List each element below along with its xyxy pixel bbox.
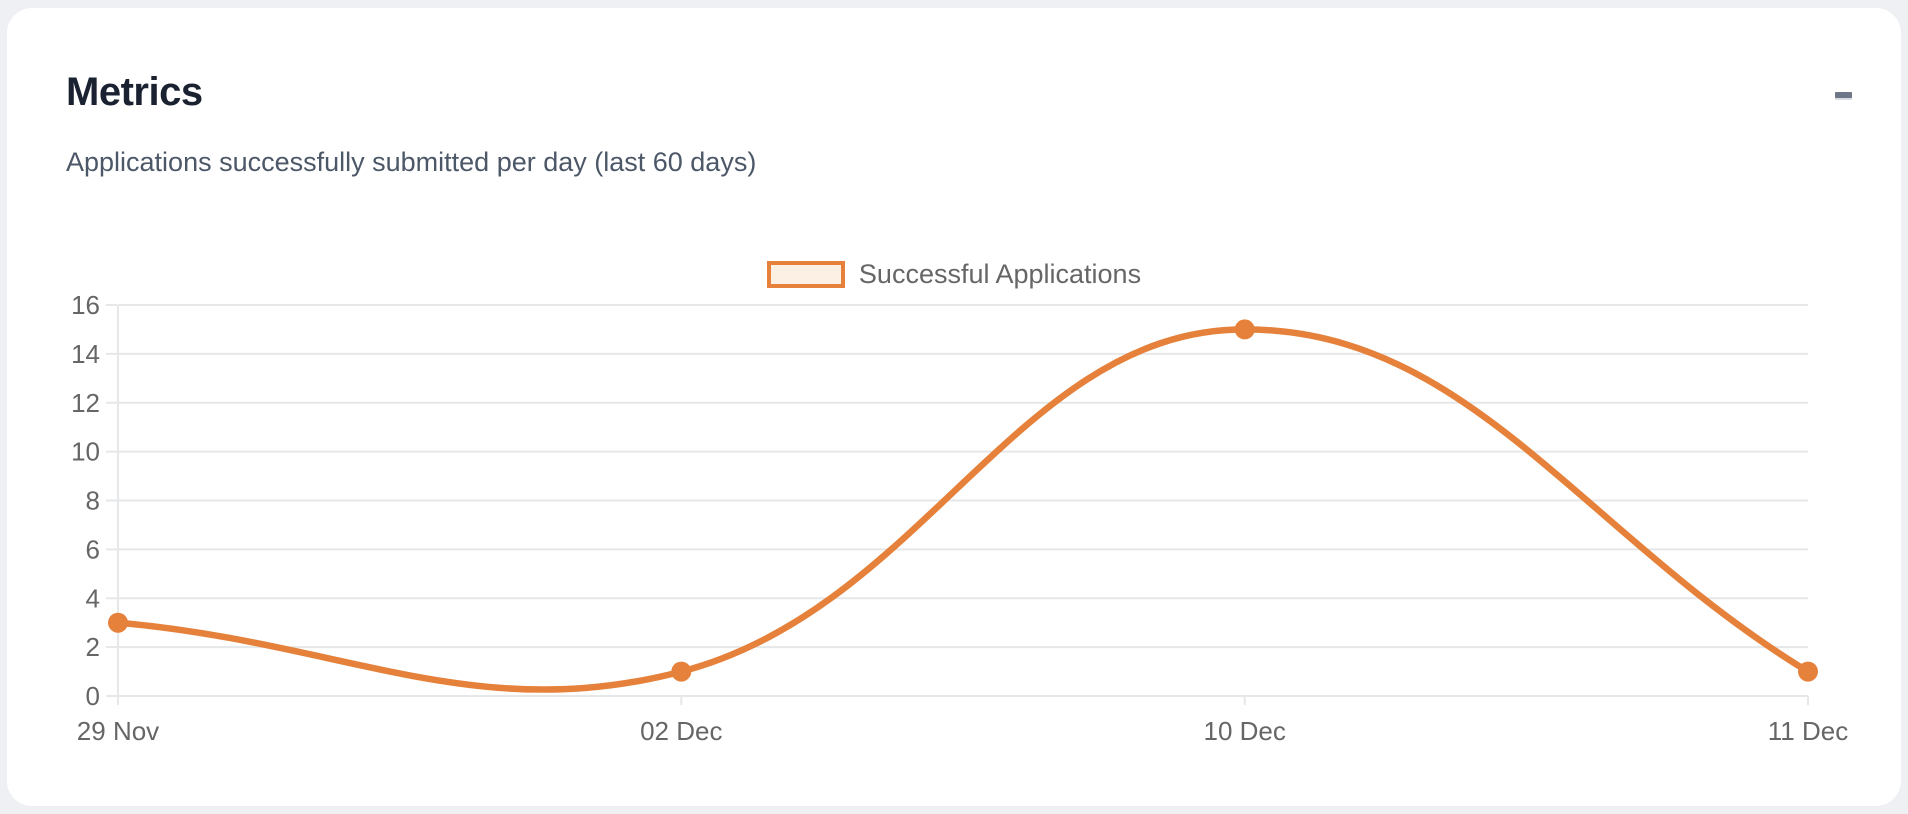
collapse-button[interactable] bbox=[1821, 73, 1865, 117]
chart-description: Applications successfully submitted per … bbox=[66, 147, 757, 177]
chart-legend-item[interactable]: Successful Applications bbox=[0, 259, 1908, 290]
metrics-card bbox=[6, 7, 1902, 807]
legend-label: Successful Applications bbox=[858, 259, 1142, 289]
card-title: Metrics bbox=[66, 70, 203, 114]
minus-icon bbox=[1834, 92, 1852, 98]
legend-swatch bbox=[766, 261, 845, 288]
